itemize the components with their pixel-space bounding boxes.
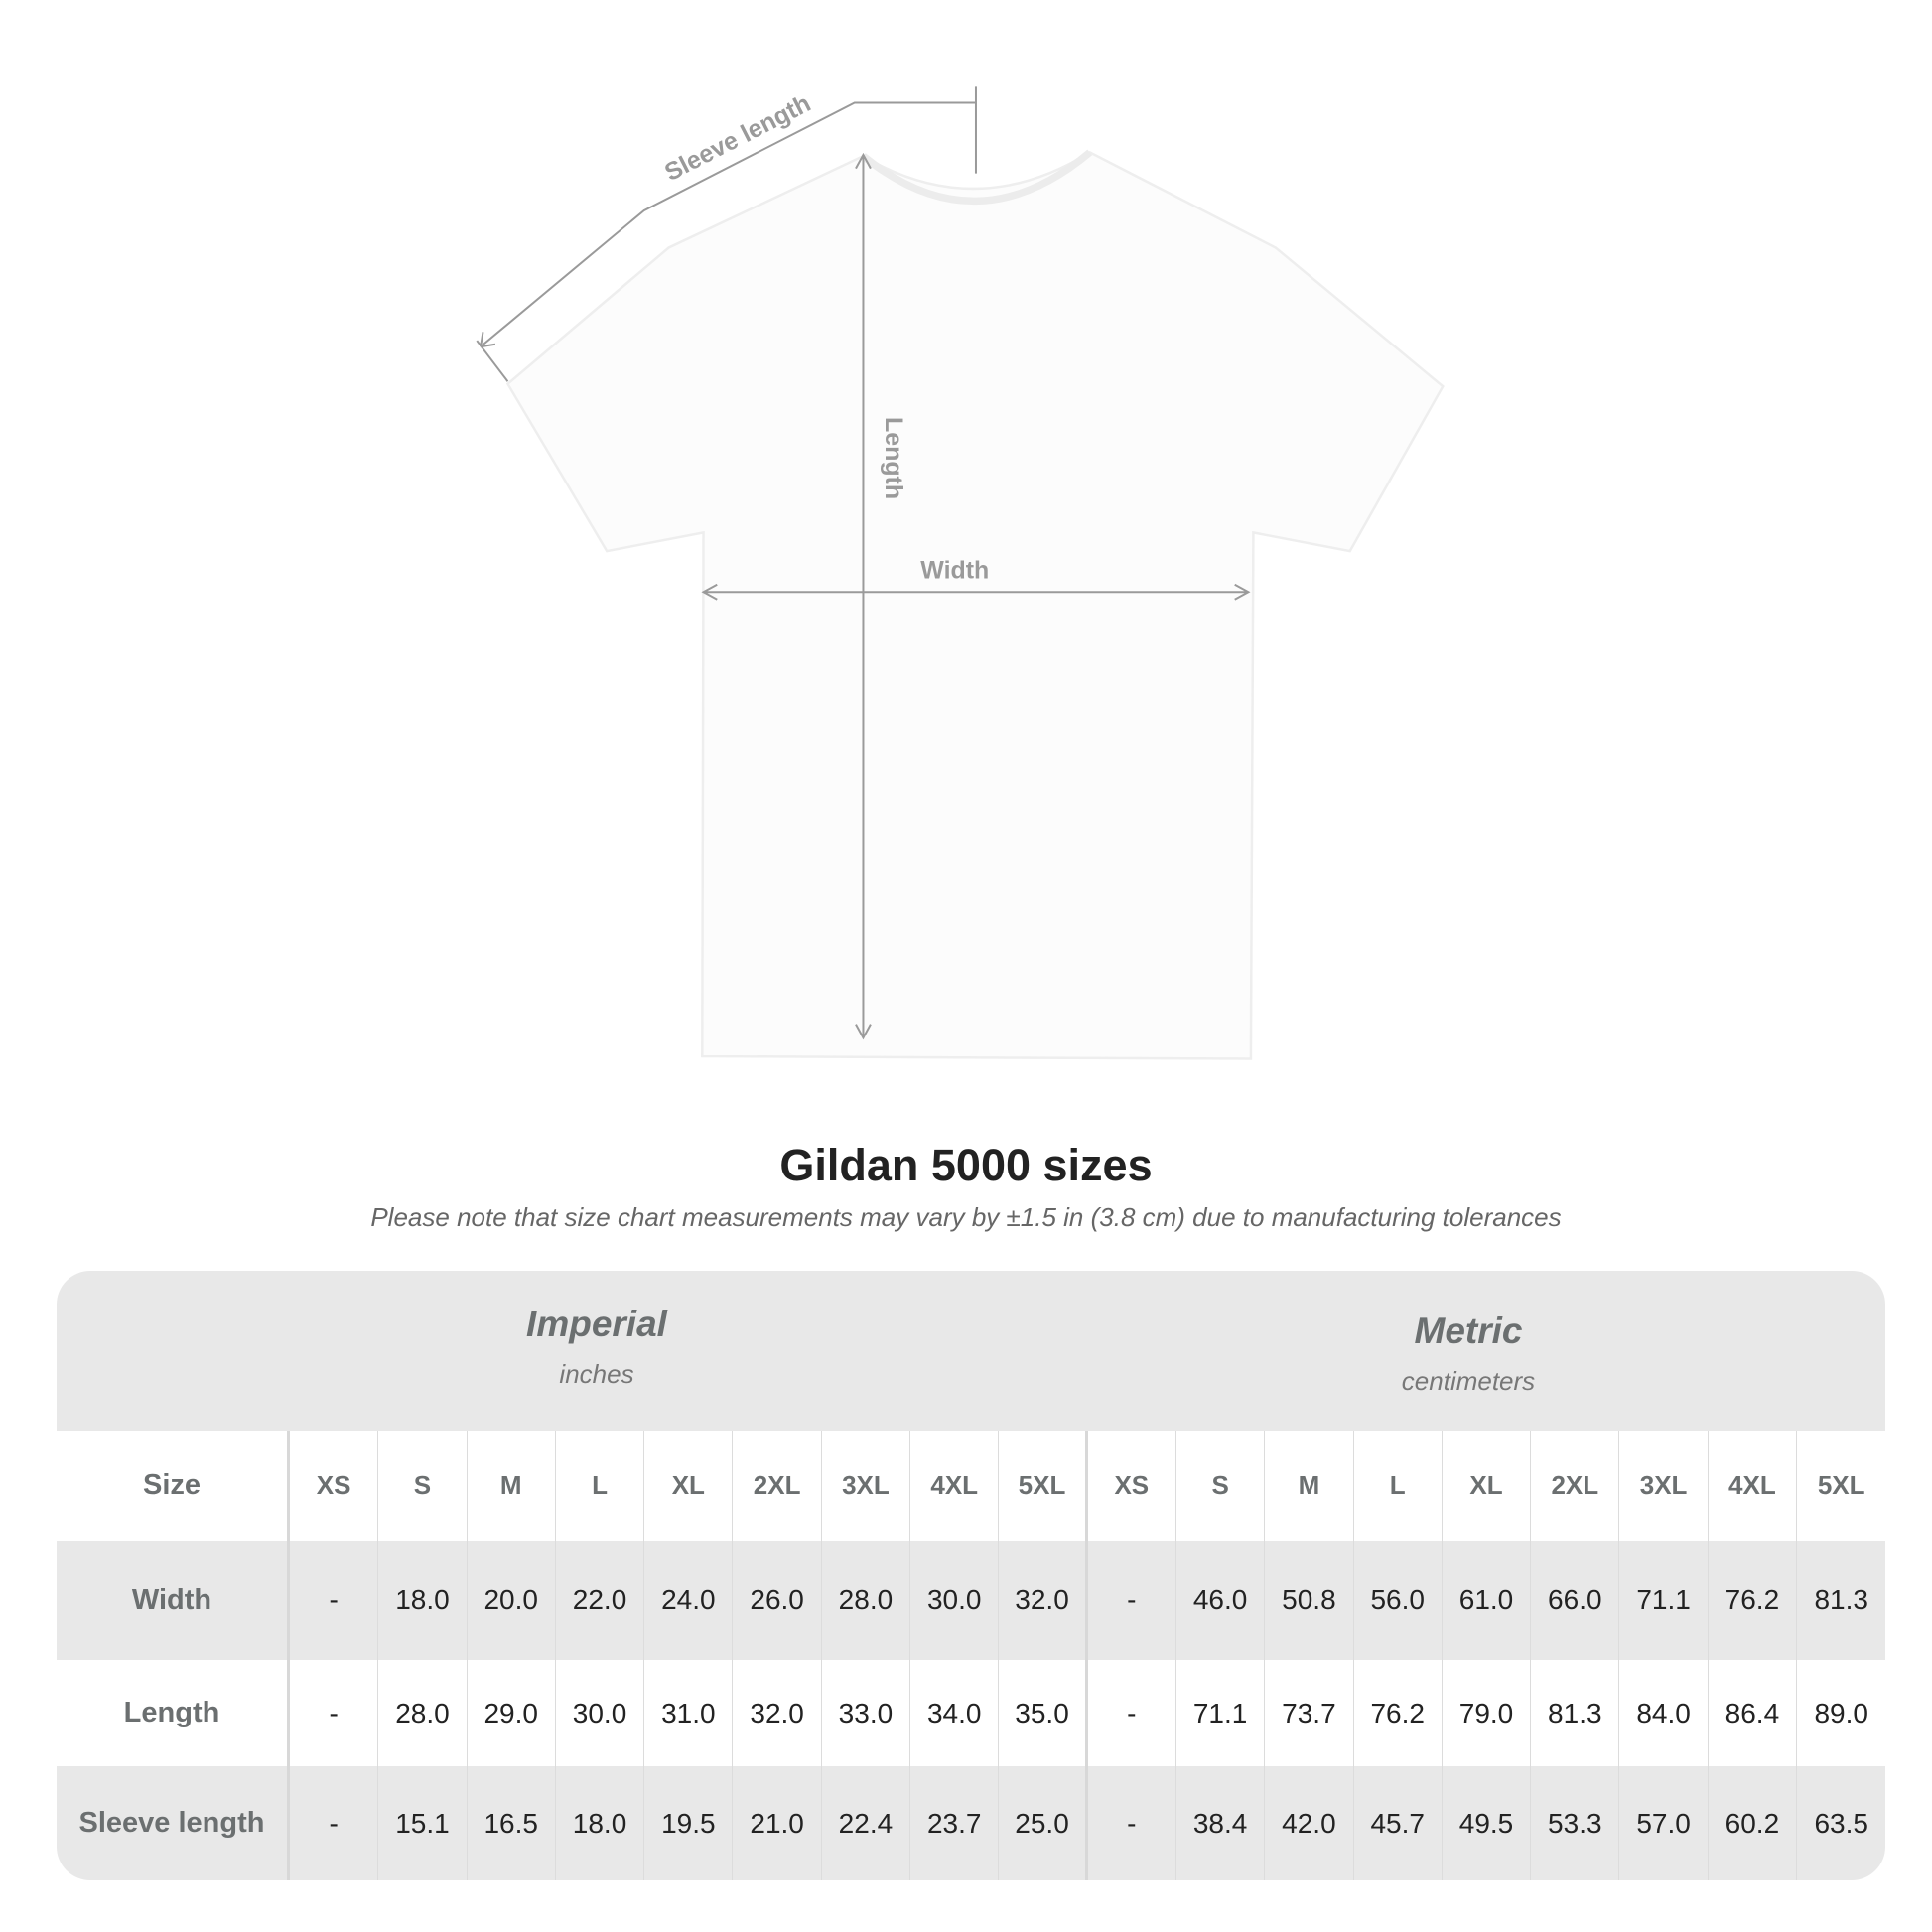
size-header-cell: 5XL bbox=[999, 1431, 1088, 1541]
size-header-cell: S bbox=[378, 1431, 468, 1541]
neck-collar bbox=[861, 149, 1093, 206]
metric-value-cell: 71.1 bbox=[1619, 1541, 1709, 1660]
imperial-value-cell: 15.1 bbox=[378, 1766, 468, 1880]
metric-value-cell: 45.7 bbox=[1354, 1766, 1443, 1880]
table-row: Width -18.0 20.0 22.0 24.0 26.0 28.0 30.0 32.0-4… bbox=[57, 1541, 1885, 1660]
metric-value-cell: 60.2 bbox=[1709, 1766, 1798, 1880]
size-table: Imperial inches Metric centimeters Size X… bbox=[57, 1271, 1885, 1880]
size-header-cell: XL bbox=[1443, 1431, 1532, 1541]
size-header-cell: XS bbox=[290, 1431, 379, 1541]
row-label: Length bbox=[57, 1660, 290, 1766]
size-header-cell: 5XL bbox=[1817, 1470, 1865, 1500]
imperial-value-cell: 22.0 bbox=[556, 1541, 645, 1660]
metric-value-cell: 81.3 bbox=[1531, 1660, 1620, 1766]
metric-header: Metric centimeters bbox=[1220, 1311, 1717, 1397]
imperial-value-cell: 22.4 bbox=[822, 1766, 911, 1880]
metric-value-cell: 49.5 bbox=[1443, 1766, 1532, 1880]
width-label: Width bbox=[920, 557, 989, 585]
imperial-value-cell: 20.0 bbox=[468, 1541, 556, 1660]
imperial-value-cell: 16.5 bbox=[468, 1766, 556, 1880]
imperial-value-cell: - bbox=[290, 1541, 379, 1660]
metric-value-cell: 89.0 bbox=[1814, 1697, 1868, 1728]
imperial-value-cell: 30.0 bbox=[910, 1541, 1000, 1660]
imperial-value-cell: 18.0 bbox=[378, 1541, 468, 1660]
row-label: Width bbox=[57, 1541, 290, 1660]
unit-header: Imperial inches Metric centimeters bbox=[57, 1271, 1885, 1431]
imperial-value-cell: 33.0 bbox=[822, 1660, 911, 1766]
metric-value-cell: 50.8 bbox=[1265, 1541, 1354, 1660]
imperial-value-cell: 24.0 bbox=[644, 1541, 734, 1660]
metric-value-cell: - bbox=[1088, 1766, 1176, 1880]
imperial-value-cell: 25.0 bbox=[999, 1766, 1088, 1880]
imperial-title: Imperial bbox=[526, 1304, 667, 1344]
metric-value-cell: 42.0 bbox=[1265, 1766, 1354, 1880]
chart-title: Gildan 5000 sizes bbox=[779, 1140, 1153, 1190]
metric-title: Metric bbox=[1414, 1311, 1523, 1351]
imperial-value-cell: 32.0 bbox=[999, 1541, 1088, 1660]
row-label: Size bbox=[57, 1431, 290, 1541]
metric-value-cell: 66.0 bbox=[1531, 1541, 1620, 1660]
size-header-cell: 4XL bbox=[1709, 1431, 1798, 1541]
size-header-cell: 2XL bbox=[733, 1431, 822, 1541]
size-header-cell: 2XL bbox=[1531, 1431, 1620, 1541]
imperial-value-cell: 32.0 bbox=[733, 1660, 822, 1766]
imperial-value-cell: 29.0 bbox=[468, 1660, 556, 1766]
metric-value-cell: 73.7 bbox=[1265, 1660, 1354, 1766]
size-header-cell: 3XL bbox=[822, 1431, 911, 1541]
imperial-value-cell: - bbox=[290, 1660, 379, 1766]
imperial-value-cell: 26.0 bbox=[733, 1541, 822, 1660]
metric-value-cell: 86.4 bbox=[1709, 1660, 1798, 1766]
imperial-value-cell: 35.0 bbox=[999, 1660, 1088, 1766]
size-header-cell: L bbox=[556, 1431, 645, 1541]
metric-value-cell: 81.3 bbox=[1814, 1585, 1868, 1615]
metric-value-cell: 46.0 bbox=[1176, 1541, 1266, 1660]
size-header-cell: 4XL bbox=[910, 1431, 1000, 1541]
metric-unit: centimeters bbox=[1401, 1366, 1536, 1396]
row-label: Sleeve length bbox=[57, 1766, 290, 1880]
imperial-value-cell: 28.0 bbox=[822, 1541, 911, 1660]
size-header-cell: S bbox=[1176, 1431, 1266, 1541]
sleeve-length-arrow bbox=[476, 86, 977, 382]
metric-value-cell: 76.2 bbox=[1354, 1660, 1443, 1766]
width-arrow bbox=[701, 583, 1251, 601]
metric-value-cell: 57.0 bbox=[1619, 1766, 1709, 1880]
metric-value-cell: 63.5 bbox=[1814, 1807, 1868, 1839]
size-header-cell: M bbox=[1265, 1431, 1354, 1541]
tshirt-shape bbox=[505, 151, 1445, 1060]
metric-value-cell: 84.0 bbox=[1619, 1660, 1709, 1766]
imperial-value-cell: 31.0 bbox=[644, 1660, 734, 1766]
size-header-cell: XS bbox=[1088, 1431, 1176, 1541]
metric-value-cell: 56.0 bbox=[1354, 1541, 1443, 1660]
imperial-unit: inches bbox=[559, 1359, 634, 1389]
metric-value-cell: 38.4 bbox=[1176, 1766, 1266, 1880]
length-arrow bbox=[855, 152, 872, 1040]
imperial-value-cell: 34.0 bbox=[910, 1660, 1000, 1766]
table-row: Length -28.0 29.0 30.0 31.0 32.0 33.0 34.0 35.0-… bbox=[57, 1660, 1885, 1766]
metric-value-cell: 76.2 bbox=[1709, 1541, 1798, 1660]
imperial-value-cell: 28.0 bbox=[378, 1660, 468, 1766]
imperial-value-cell: 18.0 bbox=[556, 1766, 645, 1880]
imperial-value-cell: 21.0 bbox=[733, 1766, 822, 1880]
sleeve-length-label: Sleeve length bbox=[660, 89, 815, 187]
metric-value-cell: 53.3 bbox=[1531, 1766, 1620, 1880]
metric-value-cell: 61.0 bbox=[1443, 1541, 1532, 1660]
imperial-value-cell: 30.0 bbox=[556, 1660, 645, 1766]
metric-value-cell: 71.1 bbox=[1176, 1660, 1266, 1766]
imperial-value-cell: 23.7 bbox=[910, 1766, 1000, 1880]
imperial-header: Imperial inches bbox=[348, 1304, 845, 1390]
size-header-cell: XL bbox=[644, 1431, 734, 1541]
imperial-value-cell: 19.5 bbox=[644, 1766, 734, 1880]
metric-value-cell: 79.0 bbox=[1443, 1660, 1532, 1766]
size-header-cell: 3XL bbox=[1619, 1431, 1709, 1541]
imperial-value-cell: - bbox=[290, 1766, 379, 1880]
metric-value-cell: - bbox=[1088, 1541, 1176, 1660]
size-header-row: Size XS S M L XL 2XL 3XL 4XL 5XL XS S M L XL 2XL 3XL 4XL 5… bbox=[57, 1431, 1885, 1541]
length-label: Length bbox=[880, 417, 907, 499]
metric-value-cell: - bbox=[1088, 1660, 1176, 1766]
size-header-cell: L bbox=[1354, 1431, 1443, 1541]
table-row: Sleeve length -15.1 16.5 18.0 19.5 21.0 22.4 23… bbox=[57, 1766, 1885, 1880]
size-header-cell: M bbox=[468, 1431, 556, 1541]
tolerance-note: Please note that size chart measurements… bbox=[370, 1202, 1562, 1232]
